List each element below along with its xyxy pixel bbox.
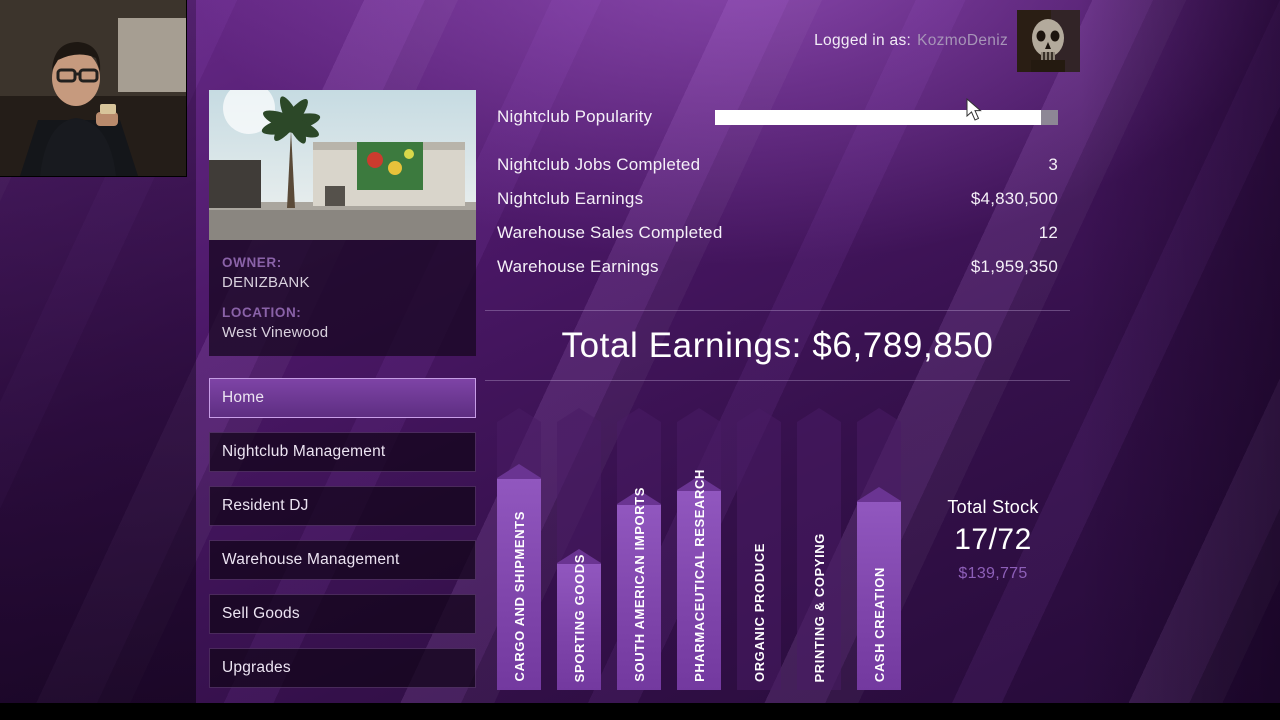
menu-item-sell-goods[interactable]: Sell Goods [209, 594, 476, 634]
stock-bar-chart: CARGO AND SHIPMENTS SPORTING GOODS SOUTH… [497, 408, 917, 690]
menu-item-upgrades[interactable]: Upgrades [209, 648, 476, 688]
menu-item-resident-dj[interactable]: Resident DJ [209, 486, 476, 526]
sidebar-menu: Home Nightclub Management Resident DJ Wa… [209, 378, 476, 702]
menu-item-warehouse-management[interactable]: Warehouse Management [209, 540, 476, 580]
popularity-bar [715, 109, 1058, 125]
property-card: OWNER: DENIZBANK LOCATION: West Vinewood [209, 90, 476, 356]
stat-value-nightclub-earnings: $4,830,500 [970, 189, 1058, 208]
skull-mask-icon [1017, 10, 1080, 72]
divider-above-total [485, 310, 1070, 311]
stock-bar: PHARMACEUTICAL RESEARCH [677, 408, 721, 690]
total-stock-worth: $139,775 [958, 565, 1028, 582]
stock-bar-track [797, 408, 841, 690]
header: Logged in as: KozmoDeniz [600, 10, 1080, 72]
stock-bar-label: CASH CREATION [871, 566, 887, 682]
logged-in-label: Logged in as: [814, 32, 912, 49]
total-earnings: Total Earnings: $6,789,850 [561, 326, 994, 365]
bottom-letterbox-bar [0, 703, 1280, 720]
stock-bar-fill [677, 476, 721, 690]
stat-value-warehouse-sales: 12 [1038, 223, 1058, 242]
location-label: LOCATION: [222, 305, 302, 320]
stock-bar-label: CARGO AND SHIPMENTS [511, 511, 527, 682]
stat-label-warehouse-earnings: Warehouse Earnings [497, 257, 659, 276]
stat-label-jobs-completed: Nightclub Jobs Completed [497, 155, 701, 174]
menu-item-nightclub-management[interactable]: Nightclub Management [209, 432, 476, 472]
stock-bar: CASH CREATION [857, 408, 901, 690]
stock-bar-label: PHARMACEUTICAL RESEARCH [691, 469, 707, 682]
stock-bar: CARGO AND SHIPMENTS [497, 408, 541, 690]
popularity-bar-fill [715, 109, 1041, 125]
stock-bar: SPORTING GOODS [557, 408, 601, 690]
stock-bar-track [737, 408, 781, 690]
stat-label-warehouse-sales: Warehouse Sales Completed [497, 223, 723, 242]
stock-bar: SOUTH AMERICAN IMPORTS [617, 408, 661, 690]
stat-label-nightclub-earnings: Nightclub Earnings [497, 189, 644, 208]
total-stock-value: 17/72 [954, 523, 1032, 556]
stock-bar-fill [617, 490, 661, 690]
stock-bar-fill [497, 464, 541, 690]
total-stock-label: Total Stock [947, 497, 1039, 517]
background-right-shade [1080, 0, 1280, 720]
stat-value-warehouse-earnings: $1,959,350 [970, 257, 1058, 276]
stock-bar-fill [857, 487, 901, 690]
stock-bar-label: PRINTING & COPYING [811, 532, 827, 682]
stock-bar: ORGANIC PRODUCE [737, 408, 781, 690]
total-stock-summary: Total Stock 17/72 $139,775 [918, 497, 1068, 583]
menu-item-home[interactable]: Home [209, 378, 476, 418]
stock-bar: PRINTING & COPYING [797, 408, 841, 690]
property-photo [209, 90, 476, 240]
player-avatar [1017, 10, 1080, 72]
property-info: OWNER: DENIZBANK LOCATION: West Vinewood [209, 240, 476, 356]
logged-in-username: KozmoDeniz [917, 32, 1008, 49]
webcam-feed [0, 0, 186, 176]
logged-in-line: Logged in as: KozmoDeniz [814, 32, 1008, 50]
location-value: West Vinewood [222, 324, 329, 341]
nightclub-photo-illustration [209, 90, 476, 240]
popularity-label: Nightclub Popularity [497, 107, 653, 126]
stock-bar-label: ORGANIC PRODUCE [751, 542, 767, 682]
owner-label: OWNER: [222, 255, 282, 270]
stock-bar-fill [557, 549, 601, 690]
owner-value: DENIZBANK [222, 274, 310, 291]
webcam-scene-illustration [0, 0, 186, 176]
stock-bar-label: SOUTH AMERICAN IMPORTS [631, 487, 647, 682]
stock-bar-label: SPORTING GOODS [571, 553, 587, 682]
stat-value-jobs-completed: 3 [1048, 155, 1058, 174]
divider-below-total [485, 380, 1070, 381]
